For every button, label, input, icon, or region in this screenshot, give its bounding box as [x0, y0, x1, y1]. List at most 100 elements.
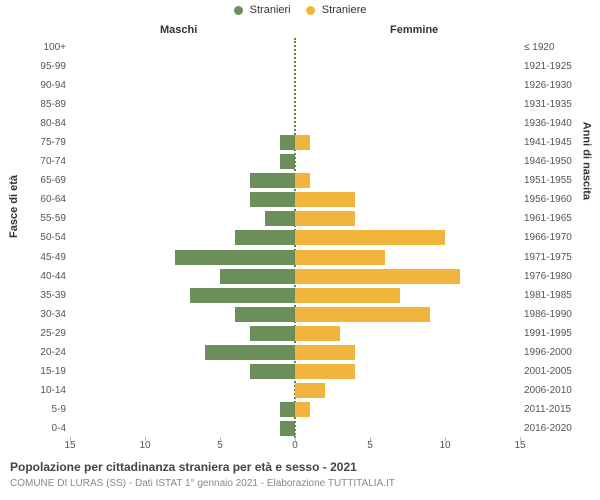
- dot-icon: [234, 6, 243, 15]
- bar-female: [295, 383, 325, 398]
- age-label: 90-94: [6, 76, 66, 95]
- birth-year-label: 2001-2005: [524, 362, 594, 381]
- age-row: 25-291991-1995: [70, 324, 520, 343]
- birth-year-label: 1931-1935: [524, 95, 594, 114]
- bar-male: [250, 364, 295, 379]
- age-row: 65-691951-1955: [70, 171, 520, 190]
- bar-female: [295, 173, 310, 188]
- x-tick-label: 10: [439, 440, 450, 451]
- bar-male: [235, 307, 295, 322]
- legend-item-female: Straniere: [306, 4, 367, 16]
- age-label: 100+: [6, 38, 66, 57]
- age-label: 20-24: [6, 343, 66, 362]
- age-label: 35-39: [6, 286, 66, 305]
- bar-male: [235, 230, 295, 245]
- birth-year-label: 1996-2000: [524, 343, 594, 362]
- bar-male: [265, 211, 295, 226]
- bar-female: [295, 307, 430, 322]
- birth-year-label: 2016-2020: [524, 419, 594, 438]
- bar-female: [295, 211, 355, 226]
- pyramid-chart: Stranieri Straniere Maschi Femmine Fasce…: [0, 0, 600, 500]
- x-tick-label: 15: [64, 440, 75, 451]
- bar-female: [295, 345, 355, 360]
- age-label: 0-4: [6, 419, 66, 438]
- x-tick-label: 5: [217, 440, 223, 451]
- age-row: 50-541966-1970: [70, 228, 520, 247]
- column-header-right: Femmine: [390, 24, 438, 36]
- birth-year-label: 1986-1990: [524, 305, 594, 324]
- age-label: 85-89: [6, 95, 66, 114]
- bar-female: [295, 288, 400, 303]
- legend-item-male: Stranieri: [234, 4, 294, 16]
- birth-year-label: 1976-1980: [524, 267, 594, 286]
- birth-year-label: 2011-2015: [524, 400, 594, 419]
- bar-male: [250, 192, 295, 207]
- bar-male: [220, 269, 295, 284]
- bar-male: [280, 154, 295, 169]
- age-row: 85-891931-1935: [70, 95, 520, 114]
- age-label: 25-29: [6, 324, 66, 343]
- bar-female: [295, 135, 310, 150]
- age-label: 80-84: [6, 114, 66, 133]
- age-label: 65-69: [6, 171, 66, 190]
- age-label: 10-14: [6, 381, 66, 400]
- age-row: 15-192001-2005: [70, 362, 520, 381]
- age-label: 55-59: [6, 209, 66, 228]
- age-row: 90-941926-1930: [70, 76, 520, 95]
- bar-male: [205, 345, 295, 360]
- bar-female: [295, 230, 445, 245]
- age-row: 30-341986-1990: [70, 305, 520, 324]
- legend-label-female: Straniere: [322, 4, 367, 16]
- birth-year-label: 1926-1930: [524, 76, 594, 95]
- age-label: 95-99: [6, 57, 66, 76]
- bar-female: [295, 250, 385, 265]
- x-axis: 15105051015: [70, 440, 520, 454]
- birth-year-label: ≤ 1920: [524, 38, 594, 57]
- age-label: 15-19: [6, 362, 66, 381]
- legend-label-male: Stranieri: [250, 4, 291, 16]
- bar-male: [250, 173, 295, 188]
- bar-female: [295, 326, 340, 341]
- chart-title: Popolazione per cittadinanza straniera p…: [10, 460, 357, 474]
- age-label: 40-44: [6, 267, 66, 286]
- birth-year-label: 1991-1995: [524, 324, 594, 343]
- birth-year-label: 1966-1970: [524, 228, 594, 247]
- age-label: 30-34: [6, 305, 66, 324]
- age-row: 100+≤ 1920: [70, 38, 520, 57]
- column-header-left: Maschi: [160, 24, 197, 36]
- birth-year-label: 1941-1945: [524, 133, 594, 152]
- legend: Stranieri Straniere: [0, 4, 600, 16]
- age-row: 60-641956-1960: [70, 190, 520, 209]
- bar-male: [280, 135, 295, 150]
- age-row: 95-991921-1925: [70, 57, 520, 76]
- age-label: 45-49: [6, 248, 66, 267]
- birth-year-label: 1971-1975: [524, 248, 594, 267]
- birth-year-label: 1946-1950: [524, 152, 594, 171]
- birth-year-label: 1981-1985: [524, 286, 594, 305]
- age-row: 0-42016-2020: [70, 419, 520, 438]
- bar-male: [175, 250, 295, 265]
- age-row: 20-241996-2000: [70, 343, 520, 362]
- age-row: 35-391981-1985: [70, 286, 520, 305]
- plot-area: 100+≤ 192095-991921-192590-941926-193085…: [70, 38, 520, 438]
- birth-year-label: 1921-1925: [524, 57, 594, 76]
- age-row: 10-142006-2010: [70, 381, 520, 400]
- x-tick-label: 10: [139, 440, 150, 451]
- age-row: 80-841936-1940: [70, 114, 520, 133]
- age-label: 60-64: [6, 190, 66, 209]
- age-label: 50-54: [6, 228, 66, 247]
- birth-year-label: 2006-2010: [524, 381, 594, 400]
- bar-male: [190, 288, 295, 303]
- birth-year-label: 1936-1940: [524, 114, 594, 133]
- bar-female: [295, 402, 310, 417]
- bar-male: [280, 421, 295, 436]
- age-label: 75-79: [6, 133, 66, 152]
- birth-year-label: 1961-1965: [524, 209, 594, 228]
- x-tick-label: 5: [367, 440, 373, 451]
- bar-female: [295, 192, 355, 207]
- chart-subtitle: COMUNE DI LURAS (SS) - Dati ISTAT 1° gen…: [10, 478, 395, 489]
- dot-icon: [306, 6, 315, 15]
- bar-female: [295, 364, 355, 379]
- x-tick-label: 15: [514, 440, 525, 451]
- age-row: 70-741946-1950: [70, 152, 520, 171]
